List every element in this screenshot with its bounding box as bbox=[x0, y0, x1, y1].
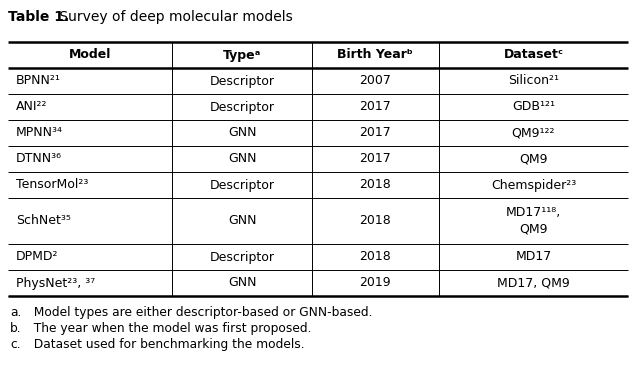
Text: Silicon²¹: Silicon²¹ bbox=[508, 74, 559, 88]
Text: 2017: 2017 bbox=[360, 100, 391, 114]
Text: BPNN²¹: BPNN²¹ bbox=[16, 74, 61, 88]
Text: Model types are either descriptor-based or GNN-based.: Model types are either descriptor-based … bbox=[26, 306, 372, 319]
Text: c.: c. bbox=[10, 338, 20, 351]
Text: Model: Model bbox=[69, 48, 111, 62]
Text: MD17: MD17 bbox=[515, 251, 552, 263]
Text: 2018: 2018 bbox=[360, 215, 391, 227]
Text: TensorMol²³: TensorMol²³ bbox=[16, 178, 88, 192]
Text: GNN: GNN bbox=[228, 126, 256, 140]
Text: Table 1.: Table 1. bbox=[8, 10, 69, 24]
Text: 2018: 2018 bbox=[360, 251, 391, 263]
Text: QM9: QM9 bbox=[519, 152, 548, 166]
Text: Descriptor: Descriptor bbox=[209, 100, 275, 114]
Text: a.: a. bbox=[10, 306, 21, 319]
Text: Typeᵃ: Typeᵃ bbox=[223, 48, 261, 62]
Text: SchNet³⁵: SchNet³⁵ bbox=[16, 215, 71, 227]
Text: DTNN³⁶: DTNN³⁶ bbox=[16, 152, 62, 166]
Text: Descriptor: Descriptor bbox=[209, 251, 275, 263]
Text: Birth Yearᵇ: Birth Yearᵇ bbox=[337, 48, 413, 62]
Text: The year when the model was first proposed.: The year when the model was first propos… bbox=[26, 322, 312, 335]
Text: 2019: 2019 bbox=[360, 277, 391, 289]
Text: Survey of deep molecular models: Survey of deep molecular models bbox=[55, 10, 292, 24]
Text: 2017: 2017 bbox=[360, 126, 391, 140]
Text: GDB¹²¹: GDB¹²¹ bbox=[512, 100, 555, 114]
Text: Descriptor: Descriptor bbox=[209, 74, 275, 88]
Text: MD17¹¹⁸,
QM9: MD17¹¹⁸, QM9 bbox=[506, 206, 561, 236]
Text: b.: b. bbox=[10, 322, 22, 335]
Text: GNN: GNN bbox=[228, 152, 256, 166]
Text: Chemspider²³: Chemspider²³ bbox=[491, 178, 576, 192]
Text: Dataset used for benchmarking the models.: Dataset used for benchmarking the models… bbox=[26, 338, 305, 351]
Text: GNN: GNN bbox=[228, 215, 256, 227]
Text: GNN: GNN bbox=[228, 277, 256, 289]
Text: 2007: 2007 bbox=[360, 74, 391, 88]
Text: PhysNet²³, ³⁷: PhysNet²³, ³⁷ bbox=[16, 277, 95, 289]
Text: 2017: 2017 bbox=[360, 152, 391, 166]
Text: Descriptor: Descriptor bbox=[209, 178, 275, 192]
Text: MPNN³⁴: MPNN³⁴ bbox=[16, 126, 63, 140]
Text: 2018: 2018 bbox=[360, 178, 391, 192]
Text: DPMD²: DPMD² bbox=[16, 251, 58, 263]
Text: ANI²²: ANI²² bbox=[16, 100, 47, 114]
Text: QM9¹²²: QM9¹²² bbox=[512, 126, 556, 140]
Text: MD17, QM9: MD17, QM9 bbox=[497, 277, 570, 289]
Text: Datasetᶜ: Datasetᶜ bbox=[504, 48, 563, 62]
